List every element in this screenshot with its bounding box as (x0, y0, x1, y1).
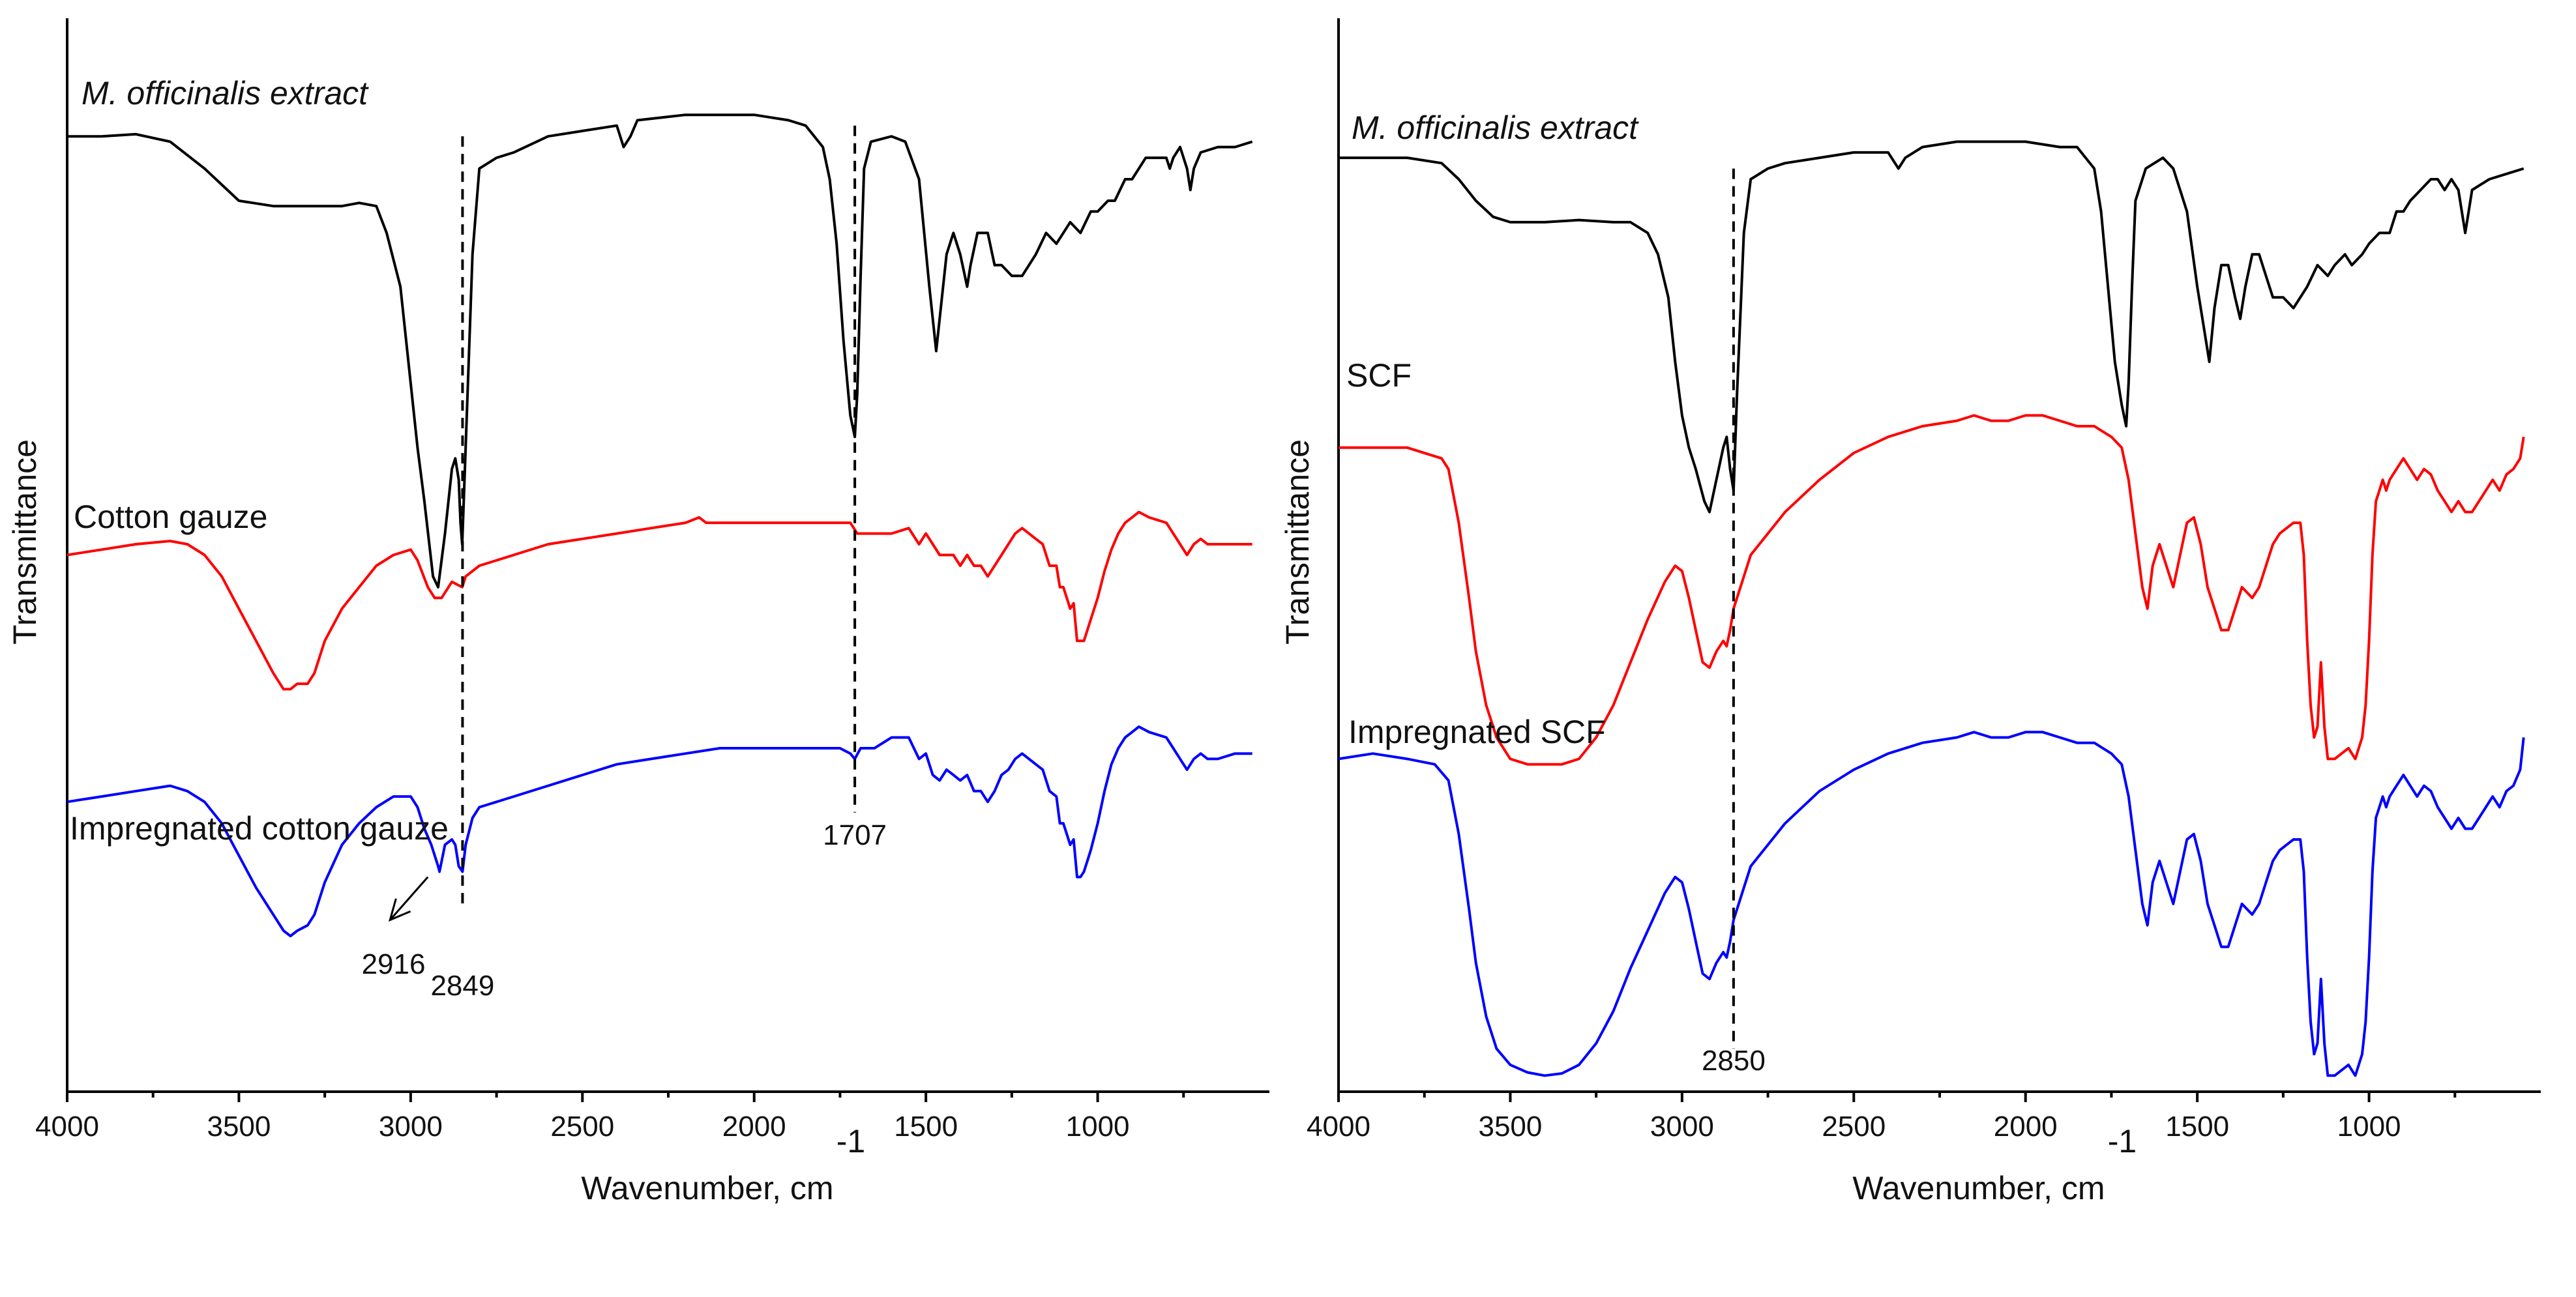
series-label-2: Impregnated SCF (1348, 714, 1606, 750)
series-label-0: M. officinalis extract (1352, 109, 1639, 146)
x-axis-title-superscript: -1 (836, 1123, 865, 1159)
x-axis-title: Wavenumber, cm (581, 1170, 833, 1206)
spectrum-line-0 (1339, 140, 2524, 514)
spectrum-line-2 (1338, 731, 2525, 1077)
x-tick-label: 3500 (1478, 1111, 1542, 1143)
left-panel: 4000 3500 3000 2500 2000 1500 1000 Wavenumber, … (7, 18, 1269, 1206)
x-tick-label: 4000 (35, 1111, 99, 1143)
peak-annotation: 2849 (430, 970, 494, 1002)
series-label-2: Impregnated cotton gauze (70, 810, 449, 847)
x-tick-label: 4000 (1307, 1111, 1370, 1143)
y-axis-title: Transmittance (7, 439, 43, 645)
axis-frame (66, 18, 1269, 1093)
x-axis-title: Wavenumber, cm (1852, 1170, 2105, 1206)
x-tick-label: 3500 (207, 1111, 271, 1143)
arrow-shaft (389, 876, 429, 921)
peak-annotation: 2850 (1702, 1045, 1766, 1077)
spectrum-line-2 (67, 725, 1252, 938)
arrow-head-icon (388, 898, 411, 922)
axis-frame (1337, 18, 2541, 1093)
x-tick-label: 2000 (722, 1111, 786, 1143)
x-tick-label: 1000 (1066, 1111, 1130, 1143)
x-tick-label: 2500 (550, 1111, 614, 1143)
x-tick-label: 2500 (1822, 1111, 1886, 1143)
x-tick-label: 1500 (2165, 1111, 2229, 1143)
spectrum-line-1 (1339, 414, 2525, 766)
x-tick-label: 3000 (1650, 1111, 1714, 1143)
x-axis-title-superscript: -1 (2108, 1123, 2137, 1159)
peak-annotation: 1707 (823, 819, 887, 851)
peak-annotation: 2916 (362, 948, 426, 980)
spectrum-line-1 (67, 510, 1252, 691)
series-label-0: M. officinalis extract (81, 75, 369, 111)
x-tick-label: 3000 (379, 1111, 443, 1143)
x-tick-label: 1500 (894, 1111, 958, 1143)
x-tick-label: 1000 (2337, 1111, 2401, 1143)
spectrum-line-0 (67, 113, 1253, 589)
y-axis-title: Transmittance (1279, 439, 1316, 645)
x-tick-label: 2000 (1994, 1111, 2058, 1143)
series-label-1: SCF (1346, 357, 1412, 394)
series-label-1: Cotton gauze (74, 499, 267, 535)
right-panel: 4000 3500 3000 2500 2000 1500 1000 Wavenumber, … (1279, 18, 2541, 1206)
